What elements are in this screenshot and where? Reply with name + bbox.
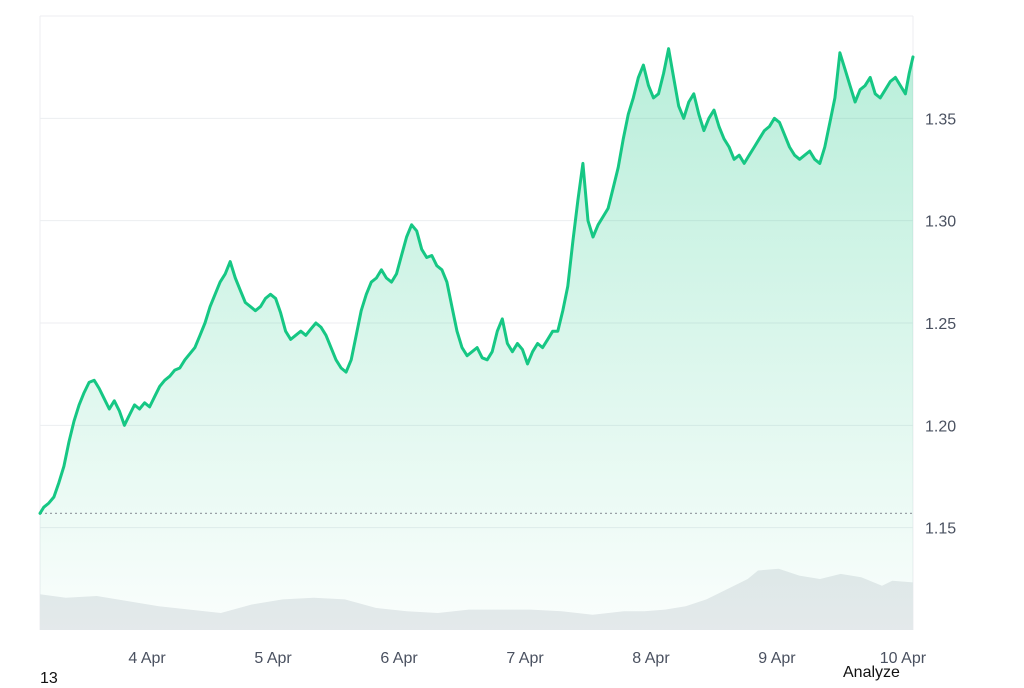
price-area-fill	[40, 48, 913, 630]
x-tick-label: 5 Apr	[254, 650, 292, 667]
footer-left-text: 13	[40, 670, 58, 687]
y-tick-label: 1.20	[925, 418, 956, 435]
price-line	[38, 47, 915, 515]
y-tick-label: 1.15	[925, 521, 956, 538]
x-tick-label: 10 Apr	[880, 650, 927, 667]
y-tick-label: 1.35	[925, 111, 956, 128]
x-tick-label: 9 Apr	[758, 650, 796, 667]
x-axis-ticks: 4 Apr 5 Apr 6 Apr 7 Apr 8 Apr 9 Apr 10 Apr	[128, 650, 926, 667]
y-tick-label: 1.30	[925, 214, 956, 231]
analyze-link[interactable]: Analyze	[843, 664, 900, 681]
price-series-line	[38, 47, 915, 515]
y-tick-label: 1.25	[925, 316, 956, 333]
y-axis-ticks: 1.15 1.20 1.25 1.30 1.35	[925, 111, 956, 537]
x-tick-label: 4 Apr	[128, 650, 166, 667]
price-area-shape	[40, 48, 913, 630]
x-tick-label: 7 Apr	[506, 650, 544, 667]
x-tick-label: 6 Apr	[380, 650, 418, 667]
x-tick-label: 8 Apr	[632, 650, 670, 667]
